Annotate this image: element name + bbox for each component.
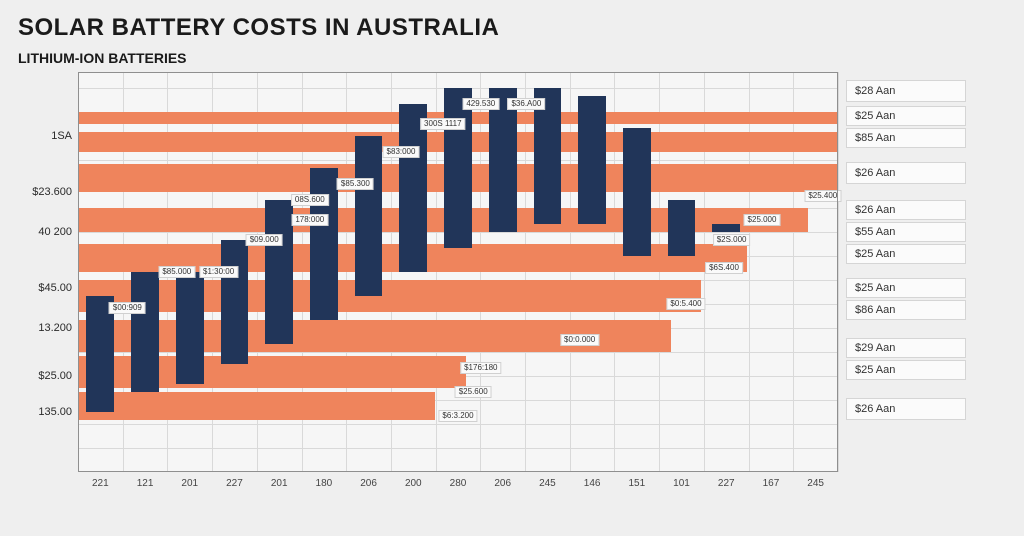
x-tick-label: 245 (539, 478, 556, 489)
x-tick-label: 180 (316, 478, 333, 489)
bar (221, 240, 249, 364)
value-label: $85.300 (337, 178, 374, 190)
bar (712, 224, 740, 232)
legend-item: $85 Aan (846, 128, 966, 148)
plot-wrap: $00:909 $85.000 $1:30:00 $09.000 178:000 08S.… (78, 72, 838, 500)
x-tick-label: 201 (181, 478, 198, 489)
legend-item: $25 Aan (846, 360, 966, 380)
value-label: $00:909 (109, 302, 146, 314)
x-tick-label: 280 (450, 478, 467, 489)
value-label: $0:0.000 (560, 334, 599, 346)
legend-item: $26 Aan (846, 162, 966, 184)
x-tick-label: 121 (137, 478, 154, 489)
x-tick-label: 200 (405, 478, 422, 489)
x-tick-label: 221 (92, 478, 109, 489)
x-tick-label: 206 (494, 478, 511, 489)
range-band (78, 280, 701, 312)
gridline-h (78, 424, 838, 425)
bar (265, 200, 293, 344)
legend-item: $26 Aan (846, 398, 966, 420)
legend-item: $55 Aan (846, 222, 966, 242)
value-label: $6S.400 (705, 262, 743, 274)
value-label: 08S.600 (291, 194, 329, 206)
y-tick-label: $23.600 (32, 186, 72, 198)
bar (623, 128, 651, 256)
x-tick-label: 245 (807, 478, 824, 489)
value-label: 429.530 (462, 98, 499, 110)
value-label: $83:000 (383, 146, 420, 158)
chart-plot: $00:909 $85.000 $1:30:00 $09.000 178:000 08S.… (78, 72, 838, 472)
value-label: $36.A00 (507, 98, 545, 110)
value-label: $25.000 (744, 214, 781, 226)
chart-subtitle: LITHIUM-ION BATTERIES (18, 50, 1006, 66)
y-tick-label: 135.00 (38, 406, 72, 418)
page-title: SOLAR BATTERY COSTS IN AUSTRALIA (18, 14, 1006, 42)
value-label: $25.400 (804, 190, 841, 202)
x-tick-label: 151 (628, 478, 645, 489)
value-label: 300S 1117 (420, 118, 466, 130)
range-band (78, 208, 808, 232)
legend-panel: $28 Aan$25 Aan$85 Aan$26 Aan$26 Aan$55 A… (846, 72, 966, 472)
x-tick-label: 146 (584, 478, 601, 489)
x-tick-label: 101 (673, 478, 690, 489)
y-tick-label: $45.00 (38, 282, 72, 294)
bar (310, 168, 338, 320)
value-label: $2S.000 (713, 234, 751, 246)
legend-item: $28 Aan (846, 80, 966, 102)
x-tick-label: 201 (271, 478, 288, 489)
legend-item: $25 Aan (846, 244, 966, 264)
x-tick-label: 206 (360, 478, 377, 489)
bar (355, 136, 383, 296)
bar (176, 272, 204, 384)
gridline-h (78, 448, 838, 449)
chart-container: 135.00 $25.00 13.200 $45.00 40 200 $23.600 1SA… (18, 72, 1006, 500)
x-tick-label: 227 (226, 478, 243, 489)
legend-item: $26 Aan (846, 200, 966, 220)
y-tick-label: 40 200 (38, 226, 72, 238)
bar (668, 200, 696, 256)
x-axis: 221 121 201 227 201 180 206 200 280 206 245 146 151 1… (78, 472, 838, 500)
gridline-v (838, 72, 839, 472)
value-label: $85.000 (158, 266, 195, 278)
value-label: $25.600 (455, 386, 492, 398)
value-label: 178:000 (291, 214, 328, 226)
value-label: $1:30:00 (199, 266, 238, 278)
legend-item: $25 Aan (846, 106, 966, 126)
legend-item: $29 Aan (846, 338, 966, 358)
y-tick-label: 13.200 (38, 322, 72, 334)
value-label: $0:5.400 (666, 298, 705, 310)
x-tick-label: 227 (718, 478, 735, 489)
value-label: $09.000 (246, 234, 283, 246)
y-axis: 135.00 $25.00 13.200 $45.00 40 200 $23.600 1SA (18, 72, 78, 472)
value-label: $6:3.200 (438, 410, 477, 422)
bar (578, 96, 606, 224)
y-tick-label: $25.00 (38, 370, 72, 382)
legend-item: $86 Aan (846, 300, 966, 320)
y-tick-label: 1SA (51, 130, 72, 142)
x-tick-label: 167 (763, 478, 780, 489)
range-band (78, 392, 435, 420)
legend-item: $25 Aan (846, 278, 966, 298)
value-label: $176:180 (460, 362, 501, 374)
bar (131, 272, 159, 392)
bar (444, 88, 472, 248)
